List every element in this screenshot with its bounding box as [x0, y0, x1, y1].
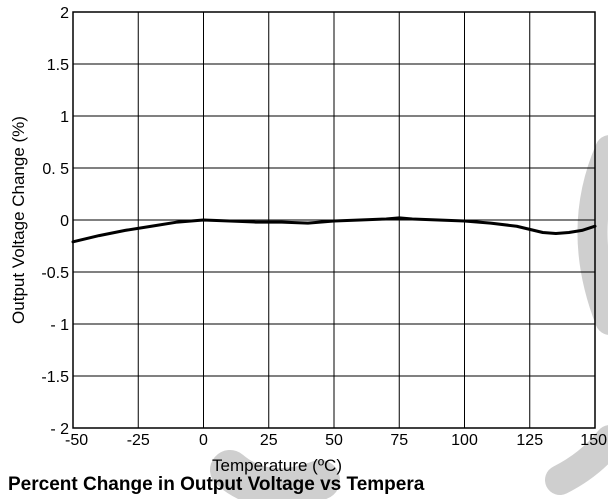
y-tick-label: - 2	[50, 421, 69, 438]
y-tick-label: 1	[60, 109, 69, 126]
watermark-strokes	[210, 135, 608, 499]
series-layer	[71, 216, 597, 244]
x-tick-labels: -50 -25 0 25 50 75 100 125 150	[65, 432, 607, 449]
x-tick-label: 25	[260, 432, 278, 449]
x-tick-label: 125	[516, 432, 543, 449]
y-tick-label: -1.5	[41, 369, 69, 386]
y-tick-label: 0	[60, 213, 69, 230]
x-tick-label: 75	[390, 432, 408, 449]
chart-title: Percent Change in Output Voltage vs Temp…	[8, 474, 425, 495]
x-tick-label: 50	[325, 432, 343, 449]
x-tick-label: 0	[199, 432, 208, 449]
plot-frame	[72, 11, 596, 429]
x-tick-label: 150	[580, 432, 607, 449]
y-tick-label: 1.5	[47, 57, 69, 74]
x-tick-label: 100	[451, 432, 478, 449]
x-tick-label: -50	[65, 432, 88, 449]
y-tick-labels: 2 1.5 1 0. 5 0 -0.5 - 1 -1.5 - 2	[41, 5, 69, 438]
y-tick-label: 2	[60, 5, 69, 22]
y-tick-label: - 1	[50, 317, 69, 334]
series-line	[71, 216, 597, 244]
y-tick-label: 0. 5	[42, 161, 69, 178]
x-tick-label: -25	[127, 432, 150, 449]
x-axis-title: Temperature (ºC)	[212, 456, 342, 475]
y-axis-title: Output Voltage Change (%)	[9, 116, 28, 324]
y-tick-label: -0.5	[41, 265, 69, 282]
